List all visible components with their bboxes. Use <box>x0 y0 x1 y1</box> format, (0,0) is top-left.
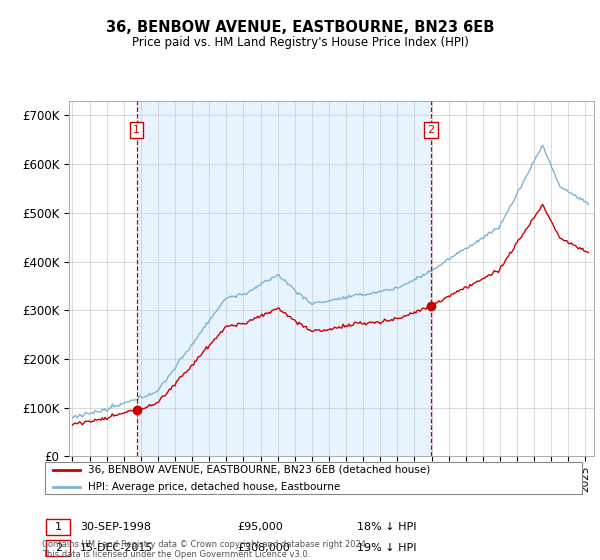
Text: 2: 2 <box>55 543 62 553</box>
Text: 2: 2 <box>427 125 434 135</box>
Text: 1: 1 <box>55 522 62 532</box>
Text: Contains HM Land Registry data © Crown copyright and database right 2024.
This d: Contains HM Land Registry data © Crown c… <box>42 540 368 559</box>
Text: 1: 1 <box>133 125 140 135</box>
FancyBboxPatch shape <box>46 540 70 556</box>
Text: £95,000: £95,000 <box>238 522 283 532</box>
Text: HPI: Average price, detached house, Eastbourne: HPI: Average price, detached house, East… <box>88 482 340 492</box>
FancyBboxPatch shape <box>45 462 582 494</box>
Bar <box>137 101 431 456</box>
FancyBboxPatch shape <box>46 519 70 535</box>
Text: 36, BENBOW AVENUE, EASTBOURNE, BN23 6EB (detached house): 36, BENBOW AVENUE, EASTBOURNE, BN23 6EB … <box>88 465 430 474</box>
Text: 19% ↓ HPI: 19% ↓ HPI <box>357 543 416 553</box>
Text: Price paid vs. HM Land Registry's House Price Index (HPI): Price paid vs. HM Land Registry's House … <box>131 36 469 49</box>
Text: 30-SEP-1998: 30-SEP-1998 <box>80 522 151 532</box>
Text: 36, BENBOW AVENUE, EASTBOURNE, BN23 6EB: 36, BENBOW AVENUE, EASTBOURNE, BN23 6EB <box>106 20 494 35</box>
Text: £308,000: £308,000 <box>238 543 290 553</box>
Text: 15-DEC-2015: 15-DEC-2015 <box>80 543 154 553</box>
Text: 18% ↓ HPI: 18% ↓ HPI <box>357 522 416 532</box>
